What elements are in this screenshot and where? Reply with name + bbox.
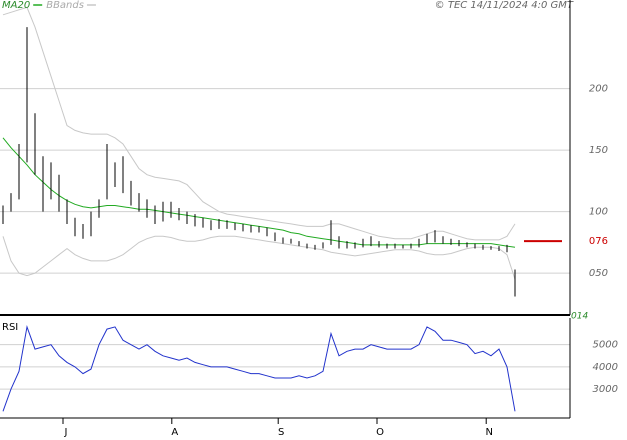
ma-line — [2, 137, 516, 248]
y-tick-label: 200 — [589, 84, 608, 95]
x-tick-label: A — [171, 427, 178, 438]
x-tick-label: N — [485, 427, 492, 438]
y-tick-label: 050 — [589, 268, 608, 279]
band-line — [2, 235, 516, 280]
copyright: © TEC 14/11/2024 4:0 GMT — [435, 0, 574, 11]
y-tick-label: 5000 — [593, 340, 618, 351]
y-tick-label: 3000 — [593, 384, 618, 395]
y-tick-label: 100 — [589, 207, 608, 218]
rsi-line — [2, 324, 516, 412]
target-label: 076 — [589, 236, 608, 247]
last-label: 014 — [571, 312, 588, 322]
x-tick-label: J — [64, 427, 68, 438]
y-tick-label: 150 — [589, 145, 608, 156]
legend-label: BBands — [46, 0, 84, 11]
x-tick-label: O — [376, 427, 384, 438]
x-tick-label: S — [278, 427, 284, 438]
rsi-label: RSI — [2, 322, 18, 333]
legend-label: MA20 — [2, 0, 30, 11]
band-line — [2, 6, 516, 241]
y-tick-label: 4000 — [593, 362, 618, 373]
